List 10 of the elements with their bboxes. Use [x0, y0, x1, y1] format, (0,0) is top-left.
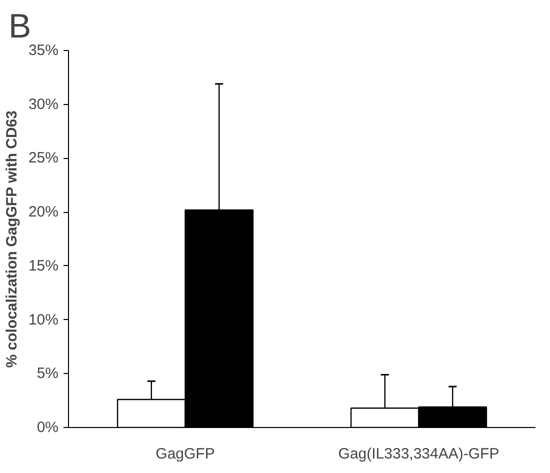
x-tick-label: Gag(IL333,334AA)-GFP — [338, 446, 500, 462]
y-tick-label: 15% — [28, 257, 59, 274]
y-tick-label: 0% — [36, 419, 59, 436]
y-tick-label: 25% — [28, 150, 59, 167]
y-tick-label: 20% — [28, 204, 59, 221]
y-tick-label: 5% — [36, 365, 59, 382]
y-axis-title: % colocalization GagGFP with CD63 — [3, 110, 20, 368]
y-tick-label: 30% — [28, 96, 59, 113]
x-tick-label: GagGFP — [156, 446, 215, 462]
y-tick-label: 10% — [28, 311, 59, 328]
